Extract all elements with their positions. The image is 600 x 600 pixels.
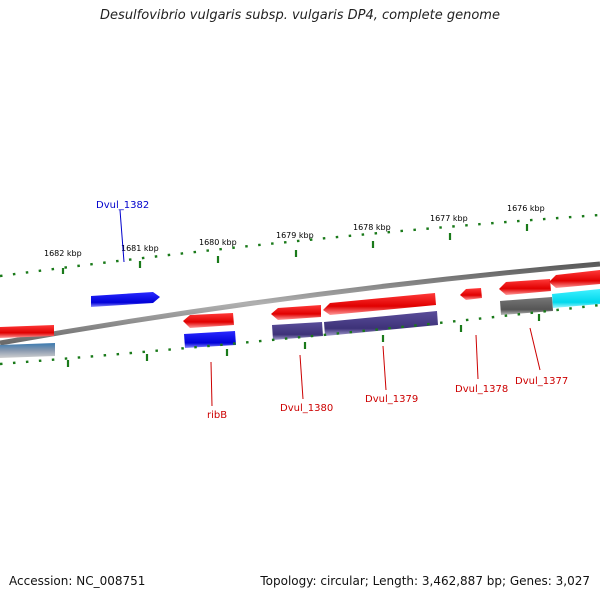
- gene-label-dvul-1380[interactable]: Dvul_1380: [280, 403, 333, 414]
- cog-block-left[interactable]: [0, 343, 55, 358]
- inner-scale-ring: [0, 303, 600, 366]
- outer-major-ticks: [61, 224, 529, 274]
- cog-block-dvul-1379[interactable]: [324, 311, 438, 336]
- cog-block-ribb[interactable]: [184, 331, 236, 348]
- gene-leader-lines: [119, 209, 541, 407]
- scale-label: 1680 kbp: [199, 238, 237, 247]
- accession-text: Accession: NC_008751: [9, 574, 146, 588]
- cog-block-dvul-1377[interactable]: [500, 297, 553, 315]
- reverse-cds-dvul-1379[interactable]: [323, 293, 436, 315]
- reverse-cds-left[interactable]: [0, 325, 54, 338]
- gene-labels: Dvul_1382 ribB Dvul_1380 Dvul_1379 Dvul_…: [96, 200, 568, 421]
- scale-label: 1678 kbp: [353, 223, 391, 232]
- gene-label-dvul-1378[interactable]: Dvul_1378: [455, 384, 508, 395]
- cog-block-right[interactable]: [552, 289, 600, 308]
- scale-label: 1682 kbp: [44, 249, 82, 258]
- cog-block-dvul-1380[interactable]: [272, 322, 323, 340]
- gene-label-dvul-1377[interactable]: Dvul_1377: [515, 376, 568, 387]
- reverse-cds-dvul-1380[interactable]: [271, 305, 321, 320]
- scale-labels: 1682 kbp 1681 kbp 1680 kbp 1679 kbp 1678…: [44, 204, 545, 258]
- inner-major-ticks: [66, 314, 541, 367]
- reverse-cds-ribb[interactable]: [183, 313, 234, 328]
- scale-label: 1677 kbp: [430, 214, 468, 223]
- scale-label: 1679 kbp: [276, 231, 314, 240]
- reverse-cds-dvul-1378[interactable]: [460, 288, 482, 300]
- gene-label-dvul-1382[interactable]: Dvul_1382: [96, 200, 149, 211]
- scale-label: 1681 kbp: [121, 244, 159, 253]
- scale-label: 1676 kbp: [507, 204, 545, 213]
- gene-label-ribb[interactable]: ribB: [207, 410, 227, 421]
- genome-backbone: [0, 261, 600, 346]
- map-title: Desulfovibrio vulgaris subsp. vulgaris D…: [100, 8, 500, 23]
- reverse-cds-dvul-1377[interactable]: [499, 279, 551, 295]
- reverse-cds-right[interactable]: [549, 270, 600, 288]
- forward-cds-dvul-1382[interactable]: [91, 292, 160, 307]
- outer-scale-ring: [0, 213, 600, 278]
- genome-summary-text: Topology: circular; Length: 3,462,887 bp…: [260, 574, 590, 588]
- gene-label-dvul-1379[interactable]: Dvul_1379: [365, 394, 418, 405]
